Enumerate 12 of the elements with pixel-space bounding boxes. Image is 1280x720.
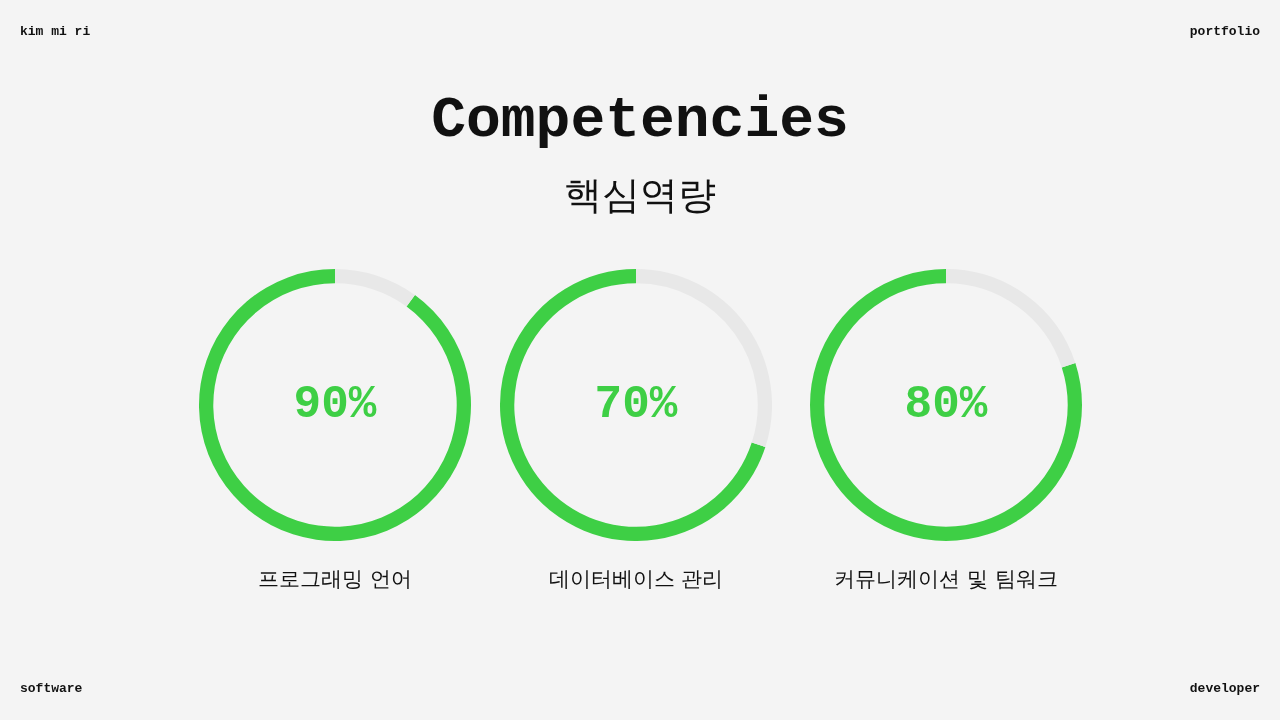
text: developer bbox=[1189, 681, 1260, 696]
text: portfolio bbox=[1189, 24, 1260, 39]
text: software bbox=[20, 681, 83, 696]
text: 프로그래밍 언어 bbox=[257, 566, 413, 593]
text: 데이터베이스 관리 bbox=[547, 566, 725, 593]
text: 커뮤니케이션 및 팀워크 bbox=[833, 566, 1059, 593]
text: 70% bbox=[594, 378, 678, 431]
text: kim mi ri bbox=[20, 24, 91, 39]
text: Competencies bbox=[430, 88, 850, 153]
text: 핵심역량 bbox=[563, 172, 717, 219]
text: 90% bbox=[293, 378, 377, 431]
text: 80% bbox=[904, 378, 988, 431]
